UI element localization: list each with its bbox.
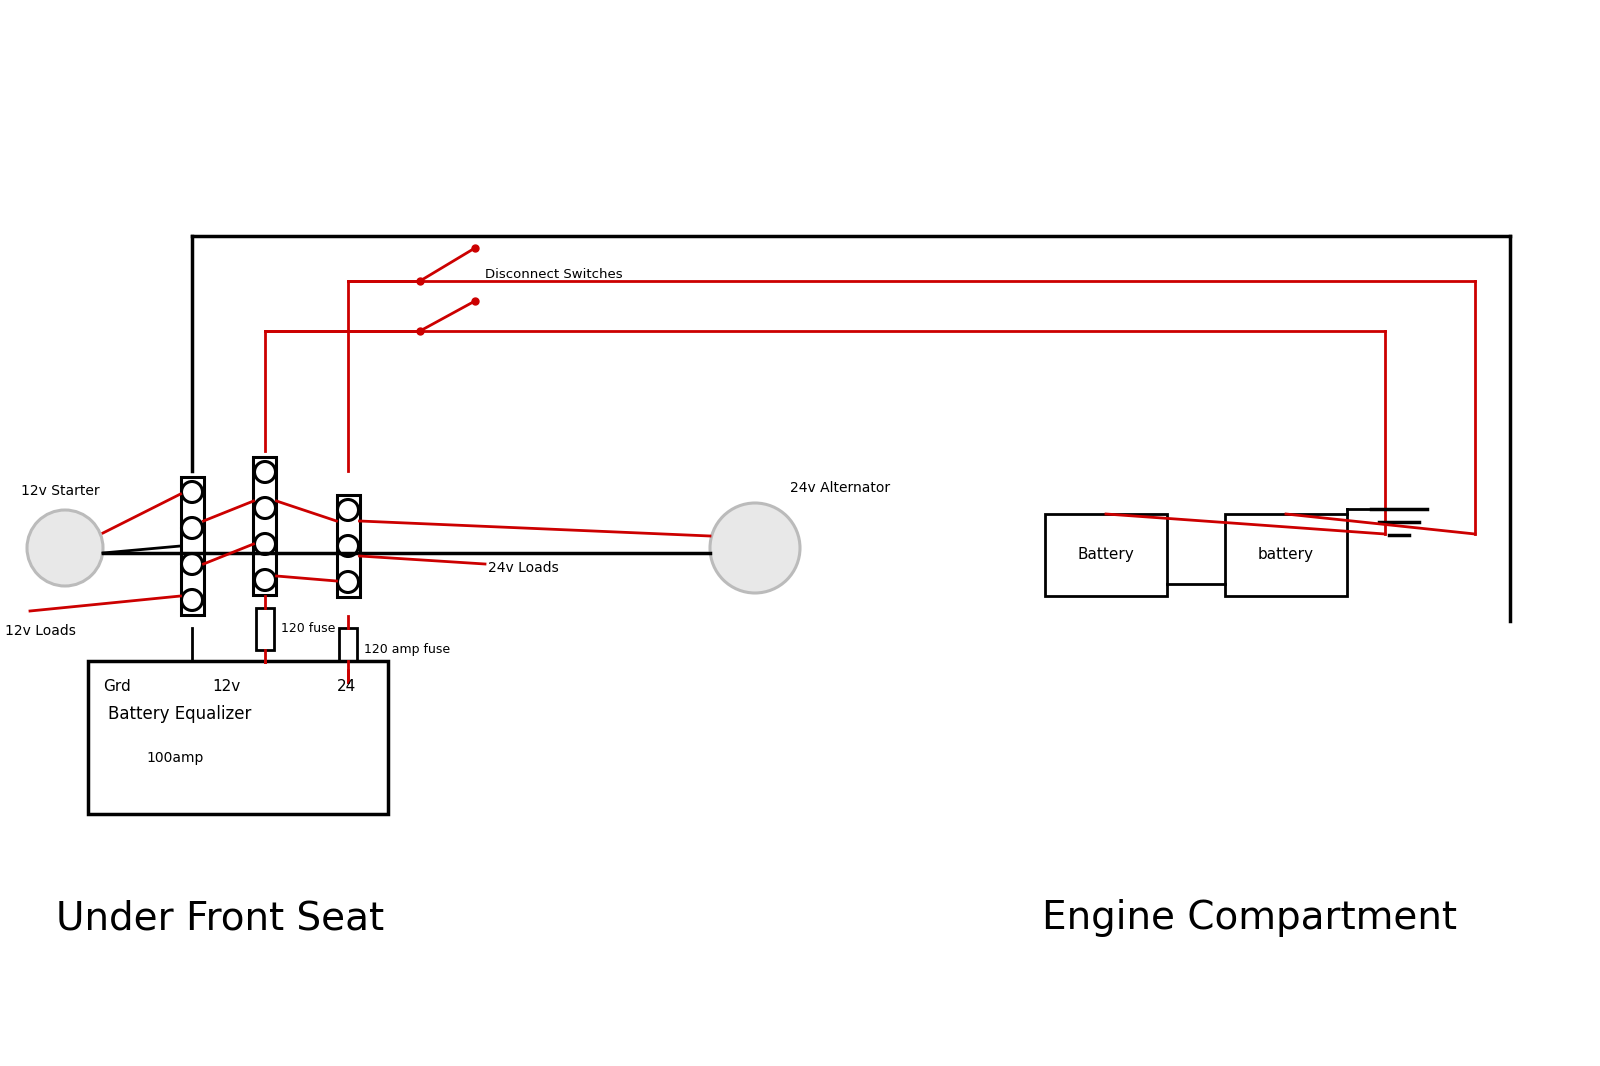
Circle shape	[27, 510, 102, 586]
Circle shape	[181, 482, 203, 502]
Text: 12v Starter: 12v Starter	[21, 484, 99, 498]
Text: 100amp: 100amp	[146, 752, 203, 765]
Circle shape	[710, 503, 800, 593]
FancyBboxPatch shape	[339, 628, 357, 671]
Text: 24v Alternator: 24v Alternator	[790, 481, 890, 495]
Text: 12v Loads: 12v Loads	[5, 624, 75, 637]
Circle shape	[181, 589, 203, 611]
Text: 24v Loads: 24v Loads	[488, 561, 558, 575]
FancyBboxPatch shape	[1226, 514, 1347, 596]
Text: Battery: Battery	[1078, 548, 1134, 563]
FancyBboxPatch shape	[88, 661, 387, 814]
FancyBboxPatch shape	[256, 608, 274, 650]
Text: 12v: 12v	[211, 679, 240, 694]
Circle shape	[254, 498, 275, 518]
Text: Battery Equalizer: Battery Equalizer	[109, 705, 251, 723]
Circle shape	[181, 517, 203, 538]
Text: Disconnect Switches: Disconnect Switches	[485, 268, 622, 280]
Circle shape	[181, 553, 203, 575]
Text: 120 fuse: 120 fuse	[282, 623, 336, 635]
Text: Engine Compartment: Engine Compartment	[1043, 899, 1458, 937]
FancyBboxPatch shape	[181, 477, 203, 615]
Text: 24: 24	[336, 679, 355, 694]
Circle shape	[254, 462, 275, 483]
Text: 120 amp fuse: 120 amp fuse	[365, 643, 450, 656]
FancyBboxPatch shape	[1045, 514, 1166, 596]
Circle shape	[338, 535, 358, 556]
Text: Under Front Seat: Under Front Seat	[56, 899, 384, 937]
Circle shape	[338, 500, 358, 520]
FancyBboxPatch shape	[253, 457, 277, 595]
Circle shape	[254, 569, 275, 591]
Text: battery: battery	[1258, 548, 1314, 563]
Text: Grd: Grd	[102, 679, 131, 694]
FancyBboxPatch shape	[336, 495, 360, 597]
Circle shape	[254, 533, 275, 554]
Circle shape	[338, 571, 358, 593]
